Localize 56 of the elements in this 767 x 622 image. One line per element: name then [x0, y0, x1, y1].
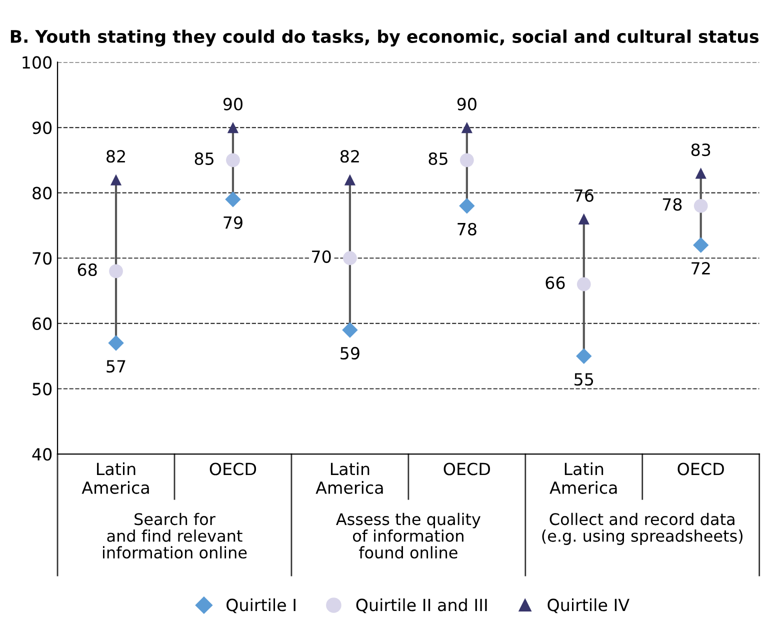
- data-label: 82: [106, 150, 125, 163]
- chart-title: B. Youth stating they could do tasks, by economic, social and cultural status: [10, 30, 759, 46]
- x-tick-label: OECD: [444, 462, 490, 476]
- text: Collect and record data (e.g. using spreadsheets): [542, 512, 742, 545]
- y-tick-label: 90: [32, 121, 52, 134]
- point: [225, 191, 241, 208]
- legend-label: Quirtile II and III: [356, 598, 487, 614]
- point: [343, 251, 357, 266]
- point: [344, 174, 356, 186]
- x-tick-label: Latin America: [550, 462, 617, 494]
- x-tick-label: OECD: [678, 462, 724, 476]
- data-label: 68: [78, 263, 97, 276]
- point: [110, 174, 122, 186]
- data-label: 72: [692, 262, 710, 274]
- data-label: 85: [194, 152, 214, 165]
- data-label: 57: [106, 360, 126, 373]
- y-tick-label: 40: [32, 448, 52, 461]
- data-label: 76: [574, 189, 594, 202]
- legend-label: Quirtile I: [226, 598, 296, 614]
- point: [227, 122, 239, 134]
- point: [459, 198, 475, 214]
- text: Assess the quality of information found online: [336, 512, 480, 559]
- point: [576, 348, 592, 364]
- data-label: 55: [574, 373, 594, 386]
- point: [695, 168, 706, 179]
- data-label: 83: [691, 144, 710, 156]
- y-tick-label: 70: [32, 252, 52, 265]
- data-label: 66: [546, 276, 565, 290]
- point: [342, 322, 358, 338]
- data-label: 90: [457, 98, 476, 110]
- point: [576, 277, 591, 292]
- legend-label: Quirtile IV: [548, 598, 630, 614]
- point: [694, 198, 708, 213]
- point: [692, 237, 709, 253]
- data-label: 70: [312, 250, 331, 263]
- y-tick-label: 60: [32, 317, 52, 330]
- data-label: 79: [224, 216, 242, 229]
- data-label: 59: [340, 346, 360, 360]
- point: [109, 264, 123, 278]
- point: [578, 213, 590, 224]
- text: Search for and find relevant information online: [103, 512, 247, 559]
- point: [108, 335, 124, 351]
- x-tick-label: Latin America: [82, 462, 149, 494]
- point: [460, 153, 474, 168]
- y-tick-label: 100: [22, 56, 52, 69]
- data-label: 78: [458, 222, 476, 236]
- y-tick-label: 50: [32, 382, 52, 396]
- data-label: 82: [340, 150, 359, 163]
- y-tick-label: 80: [32, 186, 52, 200]
- x-tick-label: Latin America: [316, 462, 383, 494]
- point: [226, 153, 240, 168]
- x-tick-label: OECD: [210, 462, 256, 476]
- point: [461, 122, 472, 134]
- data-label: 90: [223, 98, 242, 110]
- data-label: 78: [662, 198, 682, 211]
- data-label: 85: [428, 152, 448, 165]
